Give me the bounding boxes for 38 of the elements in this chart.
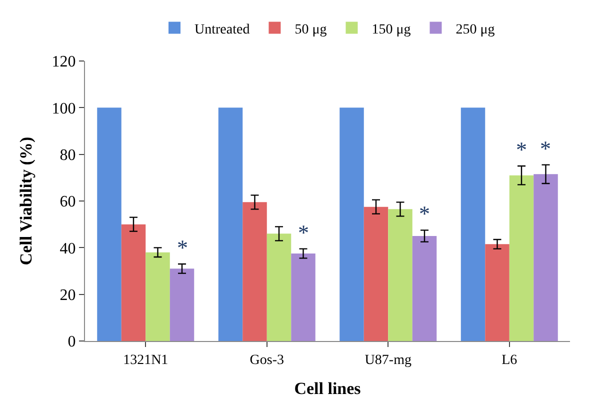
bar [291,254,316,341]
bar [388,209,412,341]
bar [485,244,510,341]
legend-label: Untreated [194,22,250,38]
x-tick-label: U87-mg [364,352,412,368]
bar [146,252,170,341]
data-label: * [540,136,551,161]
y-tick-label: 80 [60,146,76,164]
y-tick-label: 40 [60,240,76,258]
bar [509,175,534,341]
y-tick-label: 60 [60,194,76,211]
bar [170,268,194,341]
bar [534,174,558,341]
y-tick-label: 0 [68,334,76,351]
legend-label: 150 μg [372,22,411,38]
y-axis-title: Cell Viability (%) [16,136,36,266]
legend-label: 250 μg [456,22,495,38]
y-tick-label: 120 [52,54,76,71]
bar [412,236,437,341]
bar [266,234,292,341]
data-label: * [516,137,527,162]
data-label: * [298,220,309,245]
x-tick-label: L6 [502,352,518,368]
bar [460,108,486,341]
x-tick-label: 1321N1 [123,352,168,368]
bar [364,206,388,341]
legend-label: 50 μg [294,22,327,38]
data-label: * [419,201,430,226]
y-tick-label: 20 [60,286,76,304]
bar [340,108,364,341]
bar [218,108,243,341]
x-tick-label: Gos-3 [250,352,284,368]
data-label: * [177,235,188,260]
x-axis-title: Cell lines [294,379,362,398]
bar [97,108,122,341]
bar [121,224,146,341]
bar [242,202,267,341]
y-tick-label: 100 [52,100,76,118]
